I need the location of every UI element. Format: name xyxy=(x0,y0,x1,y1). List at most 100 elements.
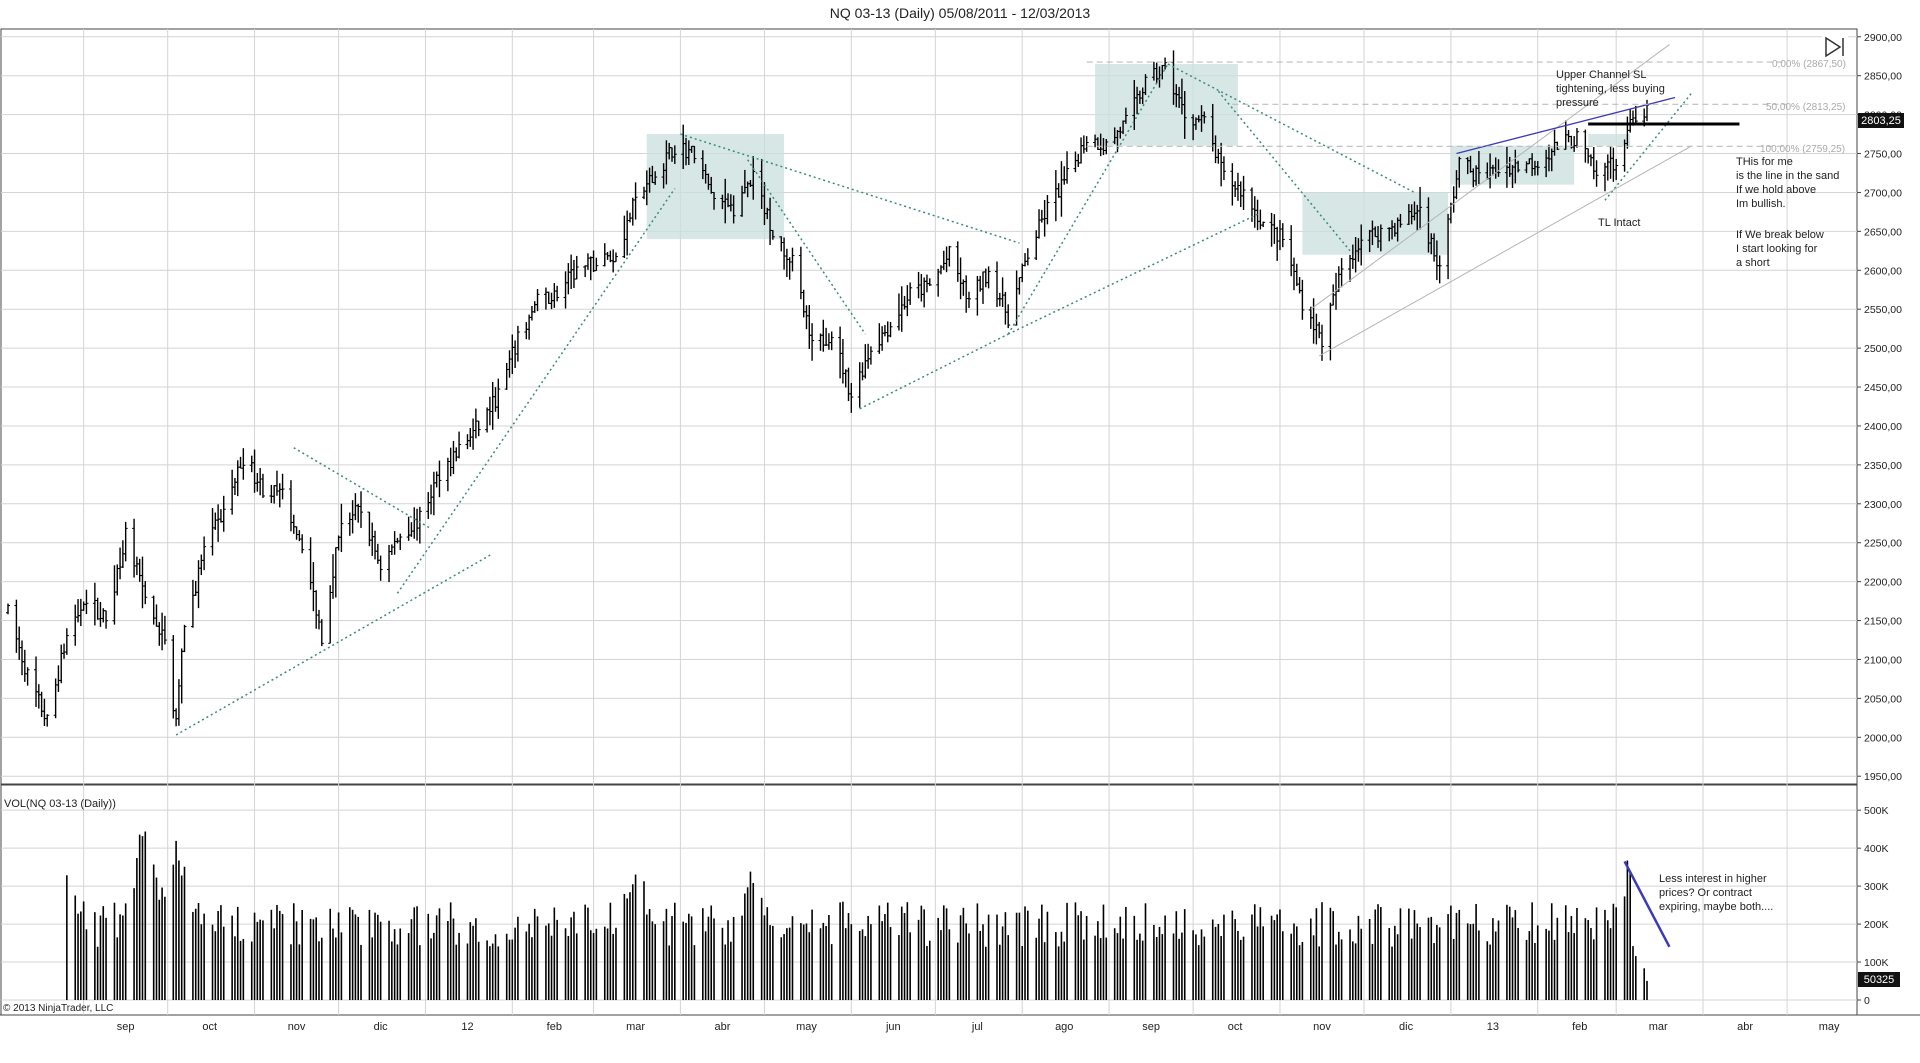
svg-text:THis for me: THis for me xyxy=(1736,156,1793,168)
svg-text:2803,25: 2803,25 xyxy=(1861,115,1901,127)
trendline[interactable] xyxy=(293,447,432,530)
price-bar xyxy=(594,257,599,272)
price-bar xyxy=(770,229,775,240)
upper-channel-line[interactable] xyxy=(1456,96,1676,155)
consolidation-zones xyxy=(646,64,1631,255)
volume-tick-label: 300K xyxy=(1864,881,1889,893)
price-bar xyxy=(868,346,873,365)
trendline[interactable] xyxy=(175,552,494,736)
price-bar xyxy=(241,448,246,480)
price-bar xyxy=(1280,223,1285,248)
price-tick-label: 2000,00 xyxy=(1864,732,1902,744)
chart-title: NQ 03-13 (Daily) 05/08/2011 - 12/03/2013 xyxy=(830,5,1091,21)
price-bar xyxy=(1123,107,1128,124)
price-tick-label: 2300,00 xyxy=(1864,499,1902,511)
price-bar xyxy=(1241,175,1246,210)
trendline[interactable] xyxy=(1167,63,1415,194)
price-bar xyxy=(1300,279,1305,320)
x-tick-label: mar xyxy=(1649,1021,1668,1033)
price-bar xyxy=(633,182,638,220)
x-tick-label: oct xyxy=(1228,1021,1243,1033)
price-bar xyxy=(810,323,815,361)
price-bar xyxy=(1045,195,1050,225)
volume-tick-label: 500K xyxy=(1864,805,1889,817)
x-tick-label: sep xyxy=(1142,1021,1160,1033)
play-icon xyxy=(1825,36,1842,58)
price-tick-label: 2200,00 xyxy=(1864,577,1902,589)
trendline[interactable] xyxy=(1007,213,1258,335)
last-price-badge: 2803,25 xyxy=(1858,113,1904,128)
volume-panel-title: VOL(NQ 03-13 (Daily)) xyxy=(4,798,116,810)
price-bar xyxy=(1535,161,1540,176)
volume-tick-label: 200K xyxy=(1864,919,1889,931)
chart-play-button[interactable] xyxy=(1822,36,1848,58)
trendline[interactable] xyxy=(747,159,866,335)
trendline[interactable] xyxy=(1007,63,1169,335)
svg-text:tightening, less buying: tightening, less buying xyxy=(1556,83,1665,95)
price-bar xyxy=(1418,186,1423,230)
price-tick-label: 2250,00 xyxy=(1864,538,1902,550)
svg-text:50325: 50325 xyxy=(1864,974,1895,986)
price-bar xyxy=(947,245,952,267)
price-bar xyxy=(1006,304,1011,329)
price-bar xyxy=(653,171,658,185)
price-tick-label: 2450,00 xyxy=(1864,382,1902,394)
price-bar xyxy=(260,473,265,498)
consolidation-zone xyxy=(1095,64,1238,146)
volume-trend-line[interactable] xyxy=(1623,860,1671,948)
x-tick-label: dic xyxy=(1399,1021,1414,1033)
svg-text:Im bullish.: Im bullish. xyxy=(1736,198,1786,210)
price-bar xyxy=(1516,160,1521,173)
price-bar xyxy=(437,460,442,498)
svg-text:a short: a short xyxy=(1736,257,1770,269)
svg-text:prices? Or contract: prices? Or contract xyxy=(1659,887,1752,899)
price-bar xyxy=(515,325,520,362)
price-bar xyxy=(339,503,344,553)
last-volume-badge: 50325 xyxy=(1858,972,1900,987)
price-bar xyxy=(1104,138,1109,155)
consolidation-zone xyxy=(1588,134,1631,146)
trendline[interactable] xyxy=(680,133,1020,244)
x-tick-label: nov xyxy=(1313,1021,1331,1033)
price-bar xyxy=(1084,136,1089,152)
x-tick-label: nov xyxy=(288,1021,306,1033)
price-bar xyxy=(1574,128,1579,148)
price-bar xyxy=(555,285,560,302)
x-tick-label: feb xyxy=(1572,1021,1587,1033)
price-bar xyxy=(280,473,285,500)
price-bar xyxy=(1476,151,1481,185)
price-bar xyxy=(359,491,364,528)
price-bar xyxy=(1065,151,1070,184)
x-tick-label: sep xyxy=(117,1021,135,1033)
price-bar xyxy=(378,555,383,581)
price-tick-label: 2750,00 xyxy=(1864,149,1902,161)
consolidation-zone xyxy=(646,134,785,240)
price-bar xyxy=(1437,255,1442,284)
channel-line[interactable] xyxy=(1310,44,1670,310)
svg-text:expiring, maybe both....: expiring, maybe both.... xyxy=(1659,901,1773,913)
price-bar xyxy=(300,534,305,554)
price-bar xyxy=(162,615,167,645)
channel-line[interactable] xyxy=(1318,145,1693,357)
price-bar xyxy=(829,331,834,351)
price-bar xyxy=(1261,221,1266,228)
trendline[interactable] xyxy=(396,188,676,594)
trendline[interactable] xyxy=(1604,92,1693,201)
price-bar xyxy=(672,145,677,164)
volume-tick-label: 400K xyxy=(1864,843,1889,855)
price-bar xyxy=(202,536,207,571)
price-bar xyxy=(1398,213,1403,228)
x-tick-label: jun xyxy=(885,1021,901,1033)
x-tick-label: abr xyxy=(714,1021,730,1033)
price-bar xyxy=(25,667,30,686)
sand-note: THis for me is the line in the sand If w… xyxy=(1736,156,1839,269)
price-bar xyxy=(908,282,913,305)
price-tick-label: 2900,00 xyxy=(1864,32,1902,44)
volume-bars xyxy=(66,831,1648,1000)
price-bar xyxy=(476,420,481,437)
price-bar xyxy=(790,247,795,272)
price-bar xyxy=(496,378,501,419)
volume-note: Less interest in higher prices? Or contr… xyxy=(1659,873,1773,913)
price-bar xyxy=(849,382,854,413)
